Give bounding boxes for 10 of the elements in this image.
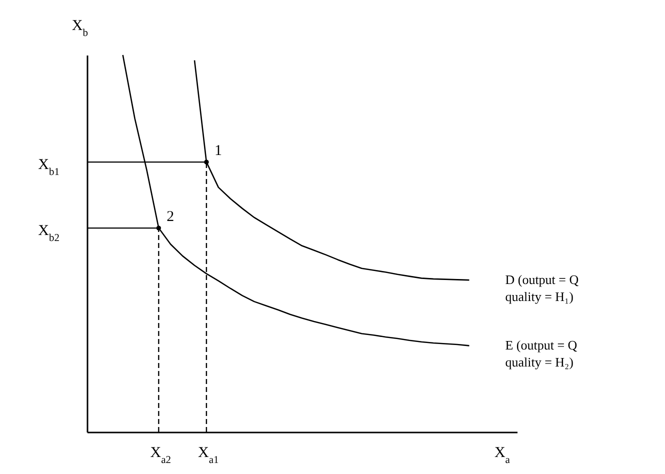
text: E (output = Q quality = H₂): [505, 338, 578, 370]
y-axis-title: X$_{b}$: [72, 18, 88, 38]
x-axis-title: X$_{a}$: [494, 445, 510, 466]
text: X$_{b1}$: [38, 157, 60, 178]
x-tick-label: X$_{a1}$: [198, 445, 219, 466]
text: X$_{b2}$: [38, 223, 60, 244]
annotation: 2: [166, 209, 174, 226]
x-tick-label: X$_{a2}$: [150, 445, 172, 466]
text: D (output = Q quality = H₁): [505, 272, 580, 304]
annotation: 1: [214, 143, 222, 160]
